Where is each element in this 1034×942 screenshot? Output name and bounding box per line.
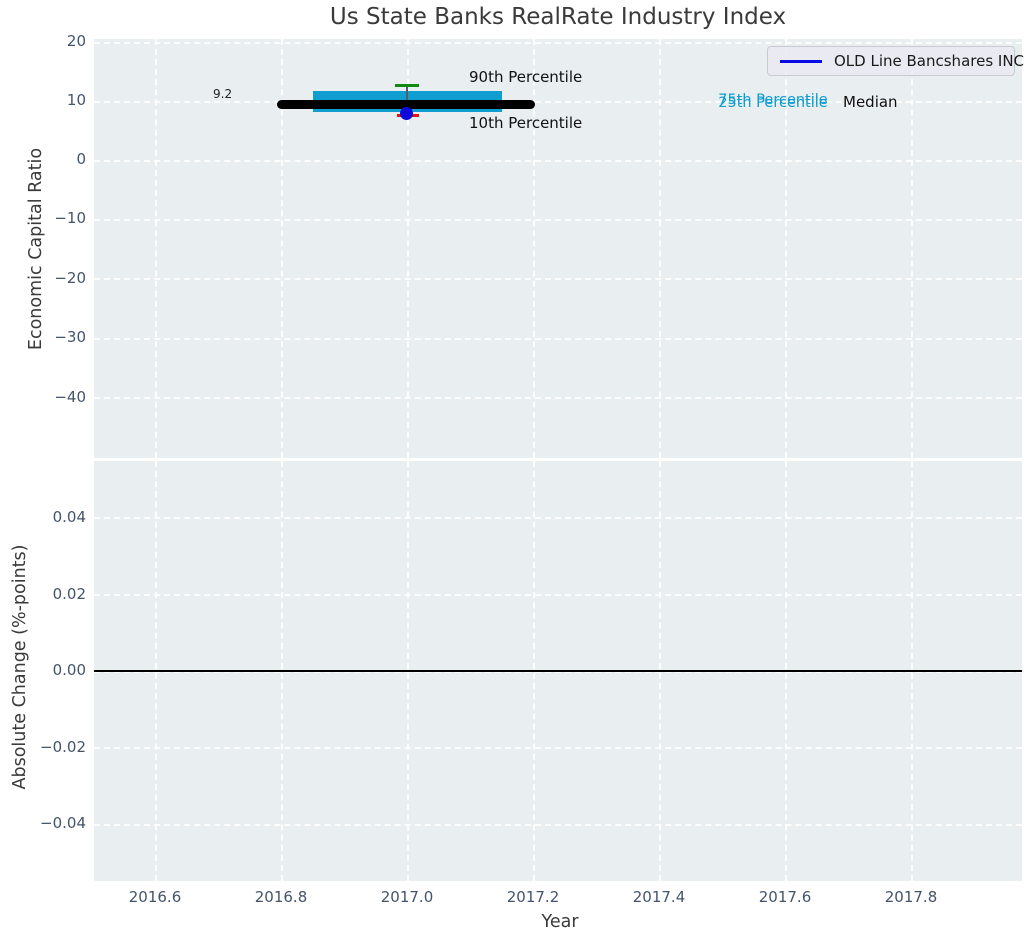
top-plot-area: 9.2 90th Percentile 10th Percentile 75th… [94, 39, 1024, 458]
x-tick-label: 2016.6 [128, 888, 182, 906]
top-y-axis-label: Economic Capital Ratio [26, 147, 46, 351]
x-tick-label: 2017.8 [884, 888, 938, 906]
gridline [94, 747, 1022, 749]
gridline [94, 397, 1022, 399]
gridline [94, 594, 1022, 596]
x-tick-label: 2016.8 [254, 888, 308, 906]
gridline [155, 39, 157, 458]
median-value-annotation: 9.2 [213, 87, 233, 101]
gridline [785, 39, 787, 458]
gridline [281, 39, 283, 458]
y-tick-label: −40 [54, 388, 86, 406]
legend-entry-label: OLD Line Bancshares INC [834, 52, 1025, 70]
gridline [94, 100, 1022, 103]
p90-whisker-cap [395, 84, 419, 87]
p90-annotation: 90th Percentile [469, 68, 583, 86]
y-tick-label: −0.04 [40, 814, 86, 832]
x-tick-label: 2017.0 [380, 888, 434, 906]
p25-annotation: 25th Percentile [718, 94, 828, 111]
x-tick-label: 2017.4 [632, 888, 686, 906]
y-tick-label: −0.02 [40, 738, 86, 756]
gridline [659, 39, 661, 458]
gridline [94, 823, 1022, 826]
legend: OLD Line Bancshares INC [767, 46, 1024, 76]
gridline [407, 39, 409, 458]
legend-line-sample [780, 60, 822, 63]
zero-reference-line [94, 669, 1022, 672]
p75-annotation: 75th Percentile [718, 92, 828, 108]
y-tick-label: 0 [76, 150, 86, 168]
y-tick-label: −20 [54, 269, 86, 287]
bottom-y-axis-label: Absolute Change (%-points) [10, 544, 30, 790]
gridline [94, 337, 1022, 340]
median-annotation: Median [843, 93, 898, 111]
chart-title: Us State Banks RealRate Industry Index [329, 4, 787, 30]
bottom-plot-area [94, 461, 1022, 881]
p10-annotation: 10th Percentile [469, 114, 583, 132]
y-tick-label: 0.04 [52, 508, 86, 526]
y-tick-label: 20 [66, 32, 86, 50]
y-tick-label: 0.00 [52, 661, 86, 679]
gridline [94, 218, 1022, 221]
y-tick-label: 0.02 [52, 585, 86, 603]
gridline [533, 39, 535, 458]
x-tick-label: 2017.2 [506, 888, 560, 906]
y-tick-label: −30 [54, 328, 86, 346]
gridline [94, 159, 1022, 162]
gridline [911, 39, 913, 458]
median-line [277, 99, 535, 109]
y-tick-label: 10 [66, 91, 86, 109]
gridline [94, 517, 1022, 519]
gridline [94, 41, 1022, 44]
company-data-point [400, 107, 413, 120]
y-tick-label: −10 [54, 209, 86, 227]
gridline [94, 278, 1022, 280]
x-axis-label: Year [541, 912, 579, 932]
gridline [94, 670, 1022, 673]
x-tick-label: 2017.6 [758, 888, 812, 906]
